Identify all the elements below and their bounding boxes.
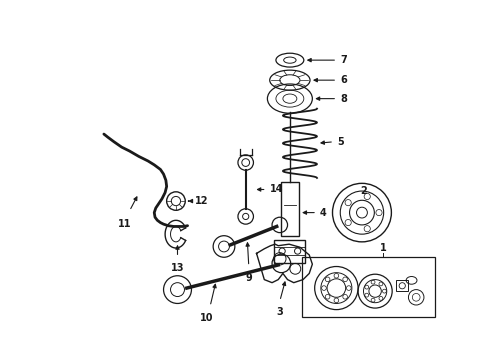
Text: 1: 1 — [379, 243, 386, 253]
Text: 2: 2 — [360, 186, 367, 195]
Text: 8: 8 — [340, 94, 347, 104]
Bar — [281, 182, 299, 236]
Text: 13: 13 — [171, 264, 184, 273]
Text: 7: 7 — [340, 55, 347, 65]
Text: 6: 6 — [340, 75, 347, 85]
Bar — [274, 239, 305, 263]
Text: 5: 5 — [337, 137, 344, 147]
Text: 12: 12 — [195, 196, 208, 206]
Text: 11: 11 — [118, 219, 131, 229]
Bar — [301, 257, 435, 317]
Text: 3: 3 — [276, 307, 283, 317]
Text: 14: 14 — [270, 184, 283, 194]
Text: 9: 9 — [245, 273, 252, 283]
Text: 10: 10 — [200, 313, 214, 323]
Text: 4: 4 — [320, 208, 327, 217]
Bar — [396, 280, 409, 291]
